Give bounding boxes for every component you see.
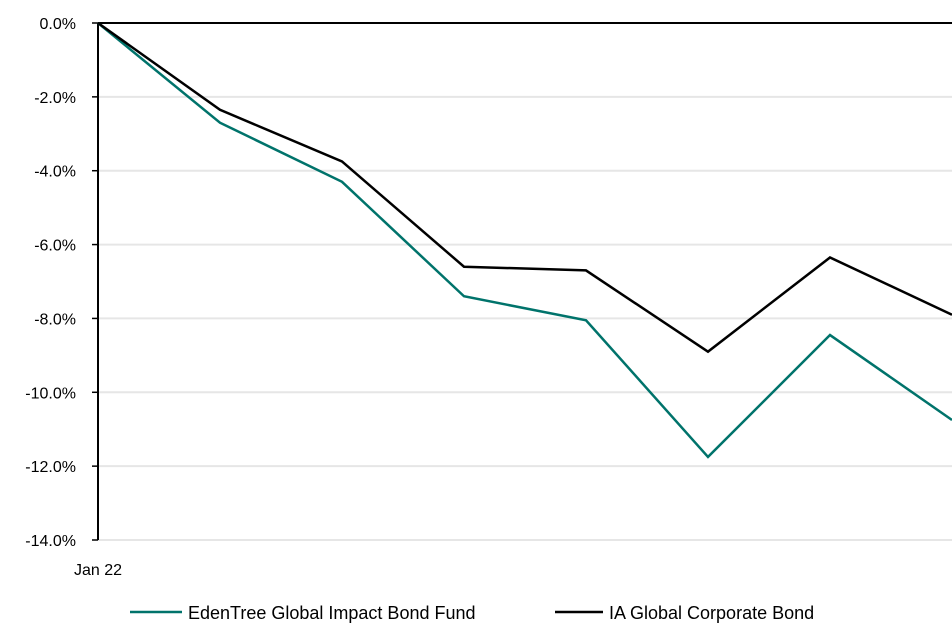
y-tick-label: -6.0% [34,238,76,255]
y-tick-label: -4.0% [34,164,76,181]
y-tick-label: -8.0% [34,311,76,328]
legend-label: EdenTree Global Impact Bond Fund [188,603,476,623]
y-tick-label: -2.0% [34,90,76,107]
y-axis: 0.0% -2.0% -4.0% -6.0% -8.0% -10.0% -12.0% -14.… [25,16,99,550]
series-line-ia-global-corporate-bond [97,21,952,354]
series-line-edentree-fund [97,22,952,459]
y-tick-label: -14.0% [25,533,76,550]
legend-label: IA Global Corporate Bond [609,603,814,623]
y-tick-label: 0.0% [40,16,76,33]
x-tick-label: Jan 22 [74,562,122,579]
legend: EdenTree Global Impact Bond Fund IA Globa… [130,603,814,623]
gridlines [98,95,952,541]
x-axis: Jan 22 [74,22,952,579]
series-lines [97,21,952,459]
y-tick-label: -12.0% [25,459,76,476]
y-tick-label: -10.0% [25,385,76,402]
